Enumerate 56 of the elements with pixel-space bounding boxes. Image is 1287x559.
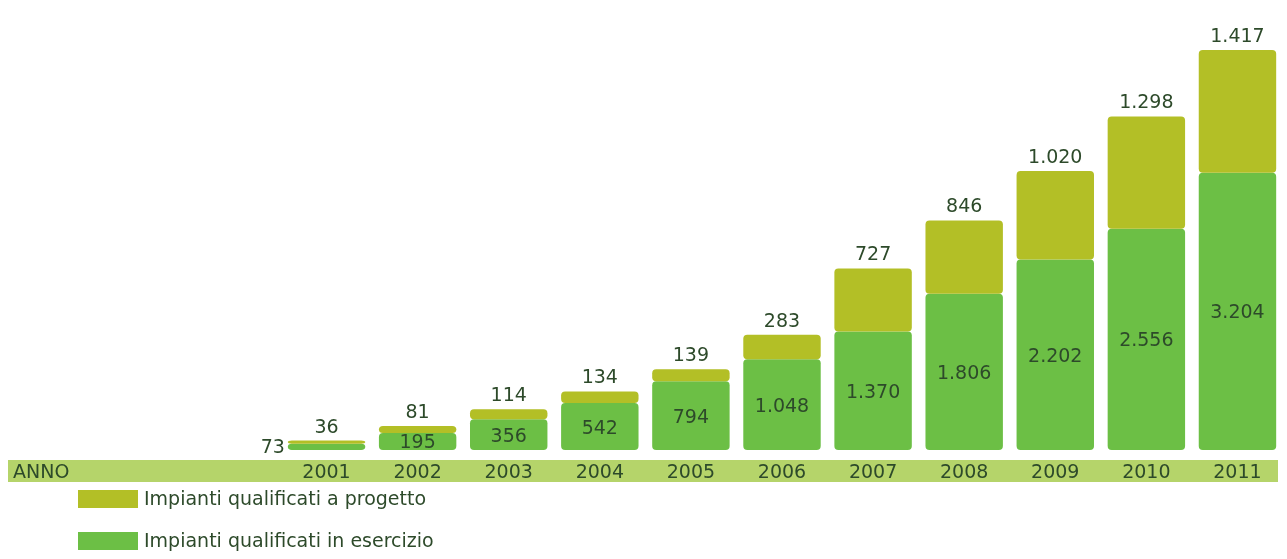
data-label: 794 [672,404,710,427]
data-label: 139 [672,343,710,366]
bar [561,403,639,450]
bar [561,391,639,404]
bar [1016,171,1094,260]
data-label: 356 [490,423,527,446]
bar [834,331,912,450]
bar [287,443,366,450]
bar [834,268,912,332]
legend-label: Impianti qualificati a progetto [144,487,427,509]
data-label: 1.806 [936,360,992,383]
x-tick-label: 2003 [484,460,533,482]
bar [1107,228,1186,450]
data-label: 846 [946,194,983,217]
bar [925,220,1003,294]
x-tick-label: 2009 [1031,460,1080,482]
bar [1016,259,1094,450]
x-tick-label: 2006 [757,460,807,482]
x-tick-label: 2011 [1213,460,1262,482]
data-label: 81 [405,400,430,423]
bar [652,369,730,382]
data-label: 1.417 [1210,24,1265,46]
x-tick-label: 2001 [302,460,351,482]
data-label: 1.048 [754,393,810,416]
data-label: 3.204 [1210,300,1265,323]
x-tick-label: 2008 [940,460,989,482]
x-tick-label: 2004 [575,460,624,482]
bar [1198,50,1277,173]
bar [652,381,730,450]
data-label: 1.020 [1028,145,1083,168]
data-label: 2.556 [1119,328,1174,351]
x-tick-label: 2002 [393,460,442,482]
bar [743,359,821,450]
data-label: 195 [399,430,436,452]
x-tick-label: 2005 [666,460,716,482]
x-tick-label: 2007 [848,460,898,482]
data-label: 73 [260,434,285,457]
data-label: 114 [490,383,527,406]
bar [1107,116,1186,229]
bar [743,334,821,360]
data-label: 727 [854,242,892,265]
bar [287,440,366,444]
data-label: 2.202 [1028,343,1083,366]
bar [470,409,548,420]
bar [1198,172,1277,450]
data-label: 283 [763,308,801,331]
bar [925,293,1003,450]
data-label: 1.370 [845,379,901,402]
data-label: 542 [581,415,618,438]
data-label: 134 [581,365,618,388]
x-tick-label: 2010 [1122,460,1171,482]
text: ANNO [13,460,70,482]
legend-label: Impianti qualificati in esercizio [144,529,434,551]
data-label: 36 [314,414,339,437]
data-label: 1.298 [1119,90,1174,113]
bar [378,426,457,434]
